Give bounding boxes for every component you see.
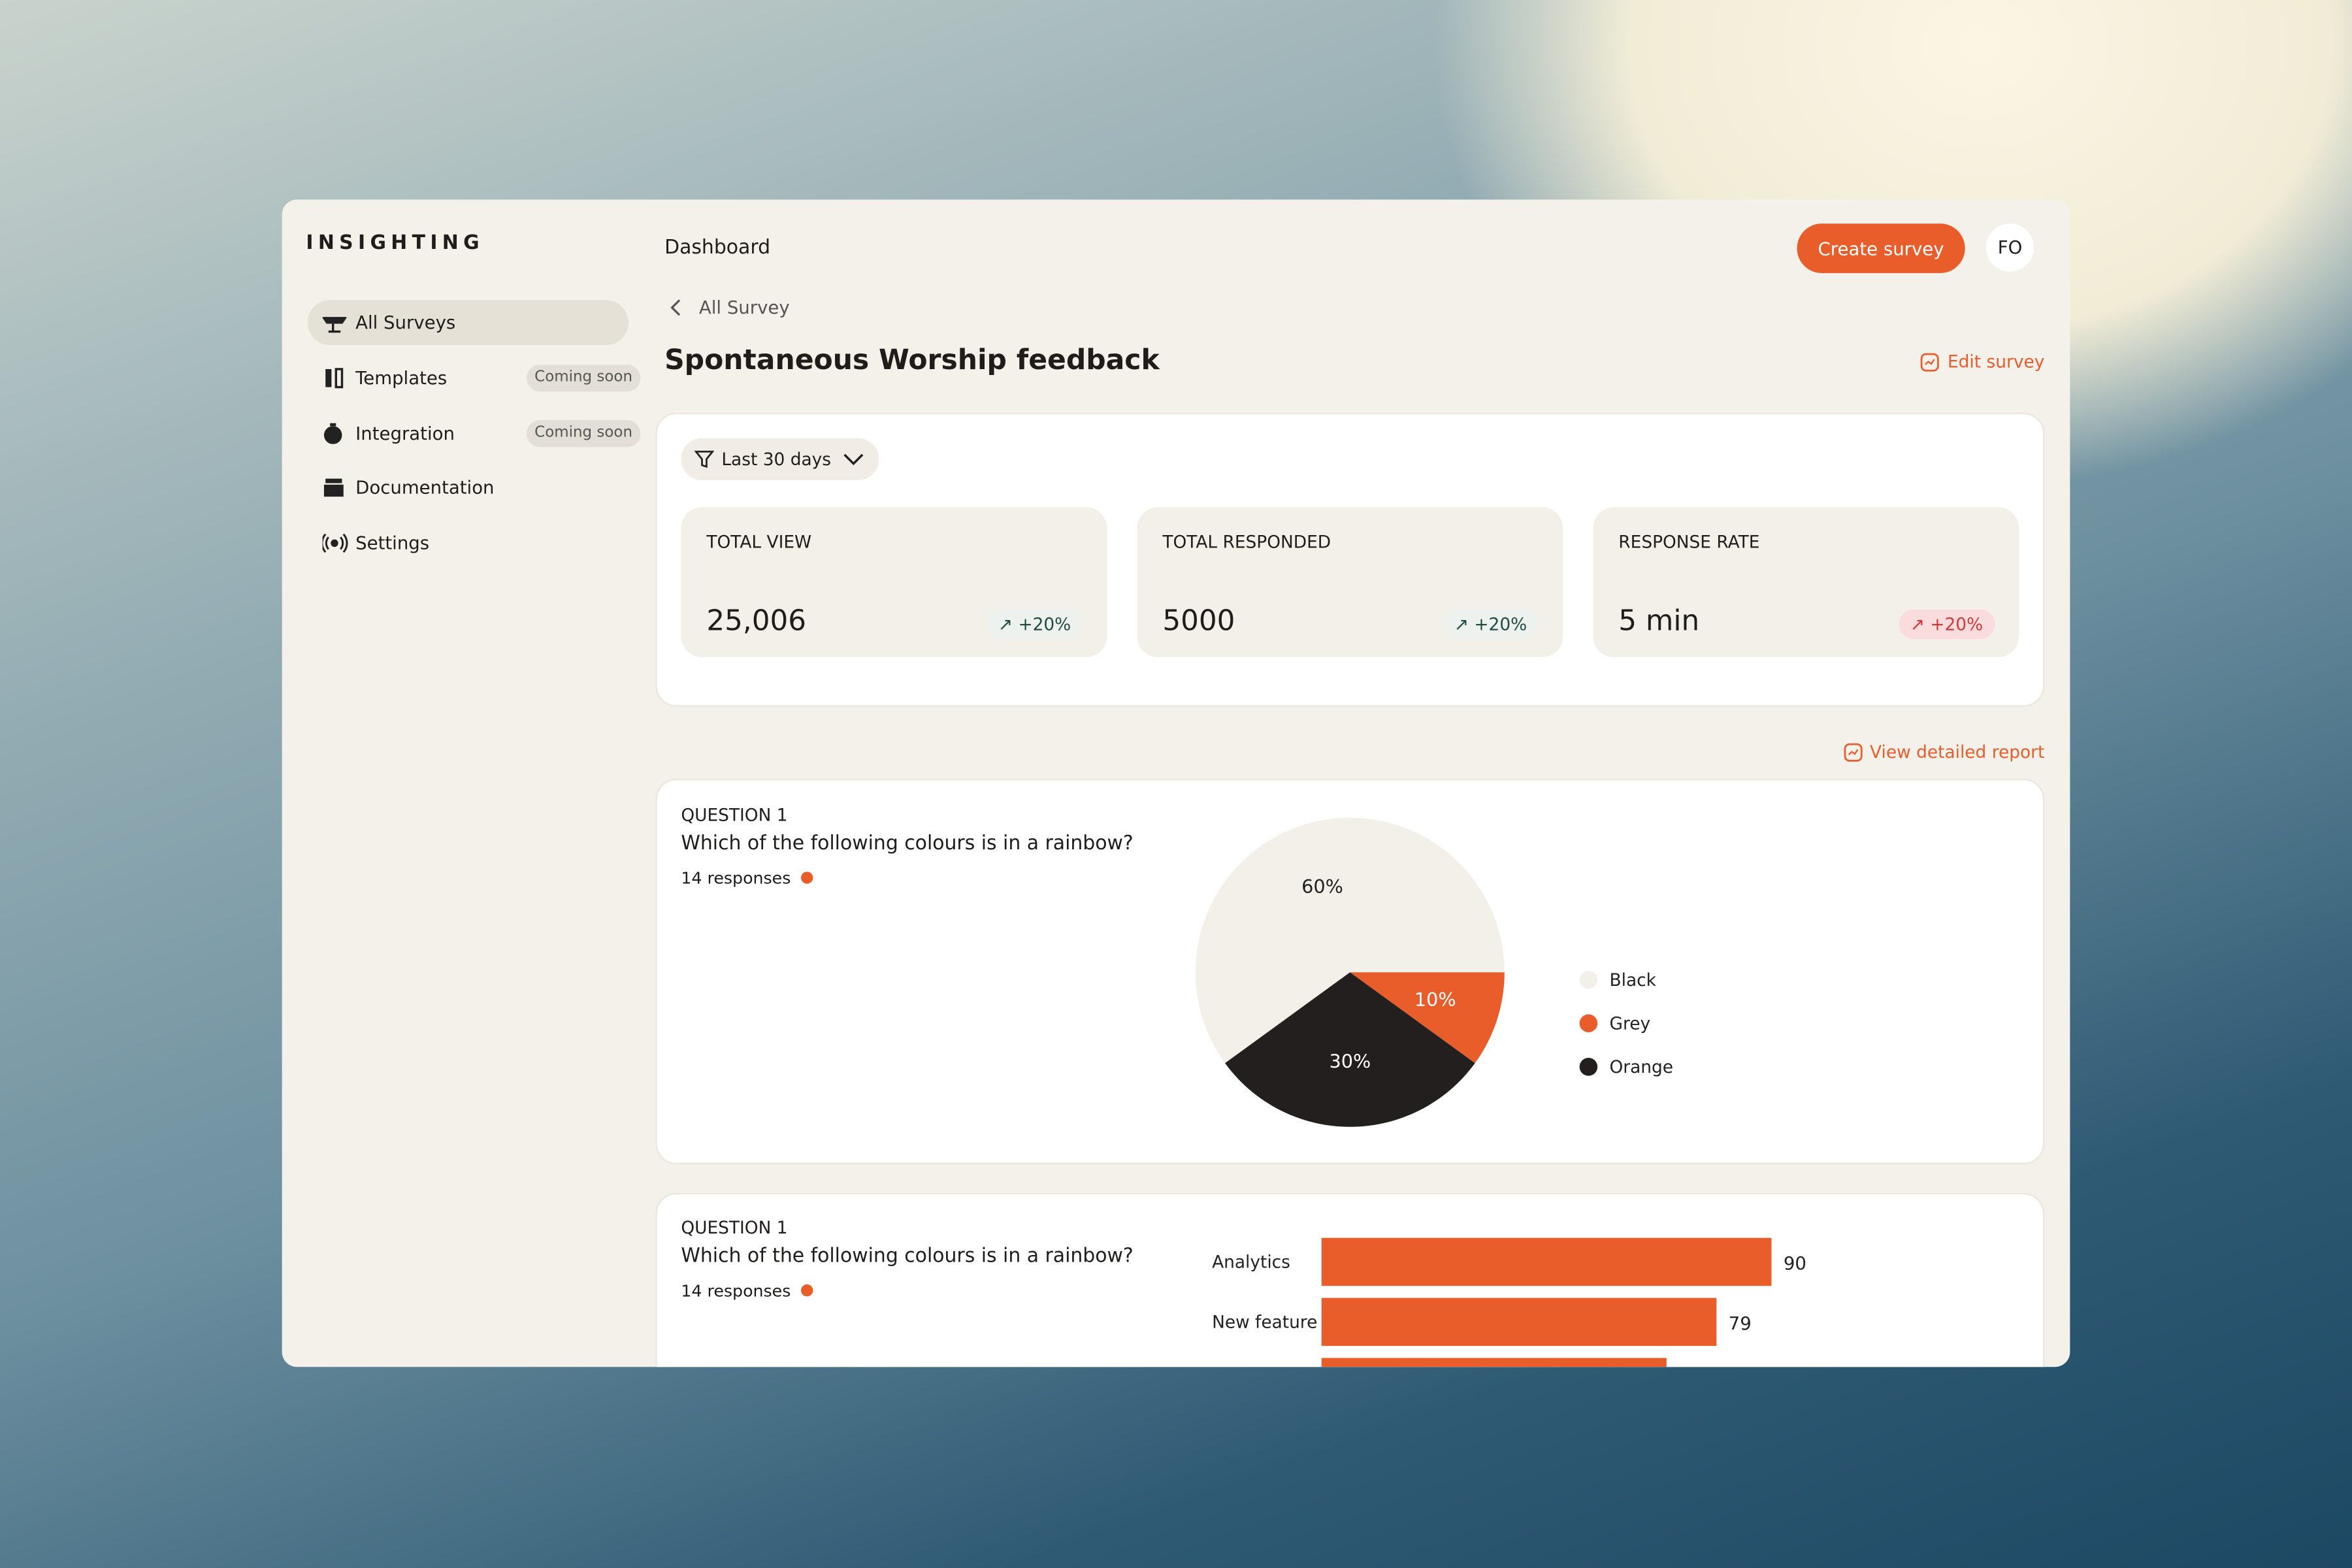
icon [322,317,347,333]
value-label: 79 [1729,1313,1752,1334]
legend-label: Black [1610,970,1657,990]
legend-swatch [1579,1014,1598,1033]
header-title: Dashboard [664,237,771,260]
link-label: View detailed report [1870,741,2045,762]
category-label: Analytics [1212,1252,1290,1273]
back-icon[interactable] [669,299,684,317]
icon [325,368,344,389]
change-text: +20% [1018,613,1071,635]
category-label: New feature [1212,1313,1317,1333]
question-kicker: QUESTION 1 [681,804,788,826]
edit-link[interactable]: Edit survey [1921,351,2045,372]
bar [1321,1358,1667,1367]
badge: Coming soon [526,420,641,448]
link-label: Edit survey [1947,351,2045,372]
avatar[interactable]: FO [1985,223,2034,272]
nav-item[interactable]: All Surveys [307,300,629,346]
legend-swatch [1579,1058,1598,1076]
legend-label: Grey [1610,1013,1651,1034]
response-count: 14 responses [681,1281,813,1301]
icon [1921,352,1940,371]
nav-item[interactable]: Integration Coming soon [308,411,641,456]
button-label: Create survey [1818,238,1944,260]
slice-label: 30% [1329,1051,1371,1073]
info-dot [800,1284,813,1297]
stat-change: ↗ +20% [1898,609,1995,640]
icon [1843,742,1862,761]
filter-dropdown[interactable]: Last 30 days [681,438,879,480]
pie-slice [1195,817,1505,1064]
count-text: 14 responses [681,1281,791,1301]
nav-label: Templates [355,367,448,389]
nav-label: All Surveys [355,312,456,333]
stat-value: 25,006 [706,604,807,638]
question-card: QUESTION 1 Which of the following colour… [655,778,2045,1165]
pie-slice [1350,972,1505,1064]
create-button[interactable]: Create survey [1797,223,1965,273]
slice-label: 10% [1414,988,1456,1011]
nav-item[interactable]: Documentation [308,465,629,510]
brand: INSIGHTING [306,232,484,255]
stat-value: 5000 [1162,604,1235,638]
legend-label: Orange [1610,1057,1674,1077]
nav-item[interactable]: Templates Coming soon [308,355,641,400]
report-link[interactable]: View detailed report [1843,741,2045,762]
stat-label: RESPONSE RATE [1618,531,1760,553]
nav-item[interactable]: Settings [308,521,629,566]
page-title: Spontaneous Worship feedback [664,345,1160,377]
info-dot [800,872,813,884]
bar [1321,1298,1717,1347]
stat-change: ↗ +20% [986,609,1083,640]
app-window: INSIGHTING All Surveys Templates Coming … [282,199,2070,1367]
nav-label: Settings [355,532,430,554]
question-kicker: QUESTION 1 [681,1217,788,1238]
stat-change: ↗ +20% [1442,609,1539,640]
question-text: Which of the following colours is in a r… [681,832,1134,856]
count-text: 14 responses [681,868,791,889]
stat-card: TOTAL RESPONDED 5000 ↗ +20% [1137,507,1563,657]
legend-swatch [1579,970,1598,989]
slice-label: 60% [1301,875,1343,898]
breadcrumb[interactable]: All Survey [698,297,790,318]
change-text: +20% [1474,613,1527,635]
badge: Coming soon [526,365,641,392]
stat-label: TOTAL RESPONDED [1162,531,1331,553]
nav-label: Integration [355,423,455,444]
icon [694,450,714,468]
filter-label: Last 30 days [721,448,832,470]
question-text: Which of the following colours is in a r… [681,1245,1134,1268]
chevron [843,453,864,466]
pie-slice [1225,972,1475,1127]
icon [323,478,344,497]
avatar-initials: FO [1997,237,2023,259]
response-count: 14 responses [681,868,813,889]
bar [1321,1237,1772,1286]
icon [322,533,348,553]
change-text: +20% [1930,613,1984,635]
stat-card: RESPONSE RATE 5 min ↗ +20% [1593,507,2019,657]
summary-card: Last 30 days TOTAL VIEW 25,006 ↗ +20% TO… [655,412,2045,707]
nav-label: Documentation [355,477,495,498]
value-label: 90 [1784,1253,1806,1274]
stat-label: TOTAL VIEW [706,531,812,553]
stat-value: 5 min [1618,604,1700,638]
pie-chart: 60% Black 10% Grey 30% Orange [1195,817,1674,1127]
icon [323,423,342,444]
question-card: QUESTION 1 Which of the following colour… [655,1192,2045,1367]
stat-card: TOTAL VIEW 25,006 ↗ +20% [681,507,1107,657]
